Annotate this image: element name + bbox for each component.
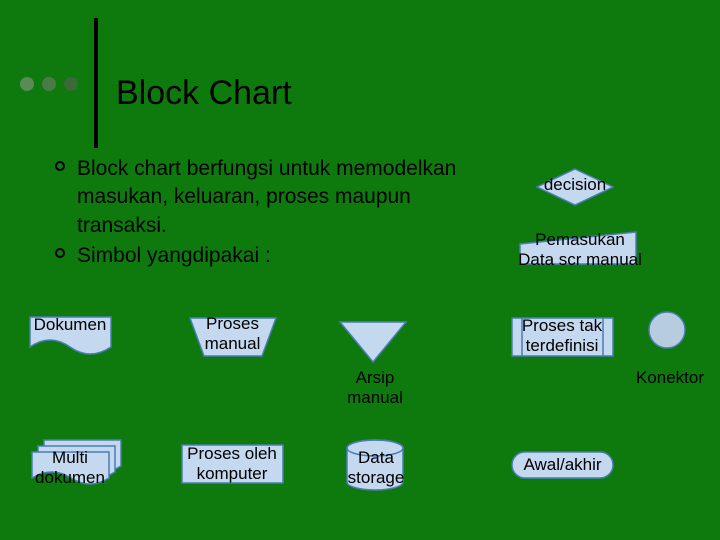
bullet-item: Simbol yangdipakai : — [55, 242, 475, 270]
label-text: dokumen — [35, 468, 105, 487]
bullet-ring-icon — [55, 161, 65, 171]
slide-header: Block Chart — [20, 20, 292, 148]
label-proses-tak: Proses tak terdefinisi — [512, 316, 612, 357]
bullet-ring-icon — [55, 248, 65, 258]
label-text: Proses — [206, 314, 259, 333]
label-text: terdefinisi — [526, 336, 599, 355]
label-decision: decision — [540, 175, 610, 195]
bullet-list: Block chart berfungsi untuk memodelkan m… — [55, 155, 475, 272]
bullet-item: Block chart berfungsi untuk memodelkan m… — [55, 155, 475, 240]
page-title: Block Chart — [116, 74, 292, 113]
label-text: komputer — [197, 464, 268, 483]
symbol-konektor — [647, 310, 687, 355]
label-awal-akhir: Awal/akhir — [515, 455, 610, 475]
label-proses-manual: Proses manual — [190, 314, 275, 355]
circle-icon — [647, 310, 687, 350]
dot-1 — [20, 77, 34, 91]
label-text: storage — [348, 468, 405, 487]
triangle-icon — [338, 320, 408, 364]
label-text: Arsip — [356, 368, 395, 387]
label-arsip: Arsip manual — [335, 368, 415, 409]
label-proses-komputer: Proses oleh komputer — [182, 444, 282, 485]
label-text: Pemasukan — [535, 230, 625, 249]
label-text: manual — [205, 334, 261, 353]
symbol-arsip — [338, 320, 408, 369]
label-text: manual — [347, 388, 403, 407]
bullet-text: Block chart berfungsi untuk memodelkan m… — [77, 155, 475, 240]
bullet-text: Simbol yangdipakai : — [77, 242, 271, 270]
label-text: Multi — [52, 448, 88, 467]
label-text: Proses oleh — [187, 444, 277, 463]
label-dokumen: Dokumen — [25, 315, 115, 335]
label-text: Data — [358, 448, 394, 467]
label-text: Data scr manual — [518, 250, 642, 269]
header-divider — [94, 18, 98, 148]
dot-3 — [64, 77, 78, 91]
label-text: Proses tak — [522, 316, 602, 335]
label-pemasukan: Pemasukan Data scr manual — [510, 230, 650, 271]
label-data-storage: Data storage — [336, 448, 416, 489]
label-konektor: Konektor — [630, 368, 710, 388]
dot-2 — [42, 77, 56, 91]
label-multi-dokumen: Multi dokumen — [30, 448, 110, 489]
